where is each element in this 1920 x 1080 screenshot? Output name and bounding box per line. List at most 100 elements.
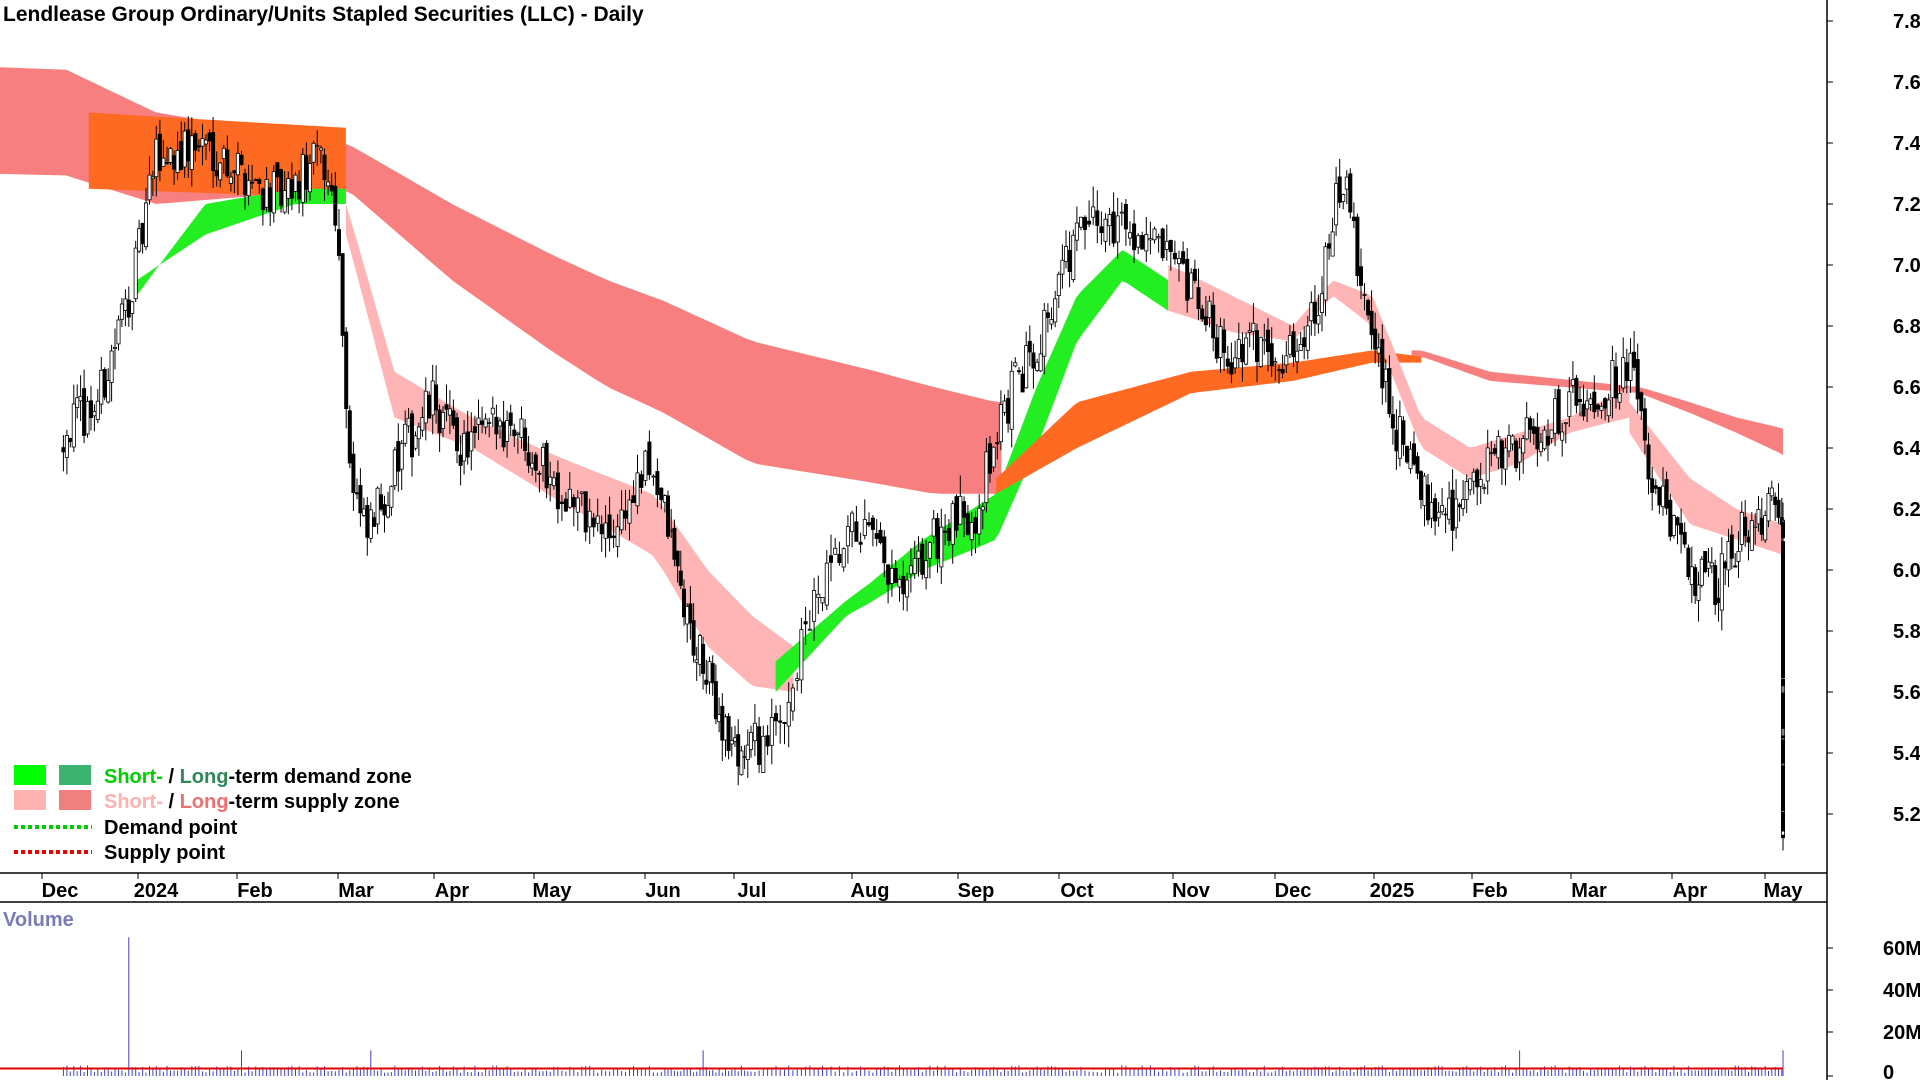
candle-body (1624, 362, 1629, 382)
candle-body (1514, 440, 1519, 469)
candle-body (1316, 314, 1321, 325)
candle-body (1585, 400, 1590, 410)
candle-body (1185, 258, 1190, 301)
candle-body (225, 149, 230, 177)
candle-body (710, 663, 715, 684)
short-term-supply-zone-late (1168, 265, 1630, 478)
candle-body (133, 247, 138, 300)
candle-body (1380, 338, 1385, 389)
candle-body (1200, 308, 1205, 320)
candle-body (1192, 268, 1197, 281)
candle-body (64, 434, 69, 458)
orange-zone-long-demand (996, 350, 1422, 494)
candle-body (675, 550, 680, 567)
candle-body (494, 416, 499, 435)
candle-body (1334, 183, 1339, 226)
candle-body (563, 498, 568, 512)
candle-body (631, 495, 636, 504)
candle-body (1359, 266, 1364, 286)
candle-body (973, 517, 978, 534)
x-tick-label: Mar (338, 880, 374, 902)
candle-body (774, 713, 779, 722)
candle-body (1017, 370, 1022, 373)
candle-body (1682, 531, 1687, 545)
y-tick-label: 6.8 (1893, 316, 1920, 338)
candle-body (916, 550, 921, 559)
candle-body (1251, 322, 1256, 332)
y-tick-label: 6.6 (1893, 377, 1920, 399)
candle-body (1103, 218, 1108, 242)
candle-body (469, 431, 474, 452)
candle-body (462, 433, 467, 462)
candle-body (682, 588, 687, 618)
candle-body (1060, 259, 1065, 275)
candle-body (672, 527, 677, 560)
candle-body (803, 621, 808, 625)
candle-body (430, 380, 435, 416)
candle-body (1419, 471, 1424, 500)
candle-body (1160, 228, 1165, 259)
candle-body (193, 132, 198, 151)
x-tick-label: May (533, 880, 573, 902)
candle-body (635, 472, 640, 507)
candle-body (447, 408, 452, 416)
y-tick-label: 7.0 (1893, 255, 1920, 277)
candle-body (392, 449, 397, 487)
candle-body (1222, 329, 1227, 353)
candle-body (523, 427, 528, 451)
candle-body (1323, 246, 1328, 301)
candle-body (829, 555, 834, 563)
candle-body (998, 404, 1003, 443)
candle-body (242, 173, 247, 196)
x-tick-label: Oct (1060, 880, 1094, 902)
candle-body (1599, 405, 1604, 411)
candle-body (1024, 345, 1029, 389)
candle-body (1229, 362, 1234, 375)
candle-body (1574, 377, 1579, 406)
candle-body (440, 411, 445, 429)
candle-body (1053, 298, 1058, 323)
candle-body (250, 181, 255, 184)
candle-body (403, 423, 408, 444)
candle-body (862, 519, 867, 536)
candle-body (889, 568, 894, 584)
candle-body (297, 181, 302, 200)
candle-body (901, 576, 906, 595)
candle-body (1468, 478, 1473, 491)
candle-body (977, 507, 982, 535)
candle-body (268, 187, 273, 212)
candle-body (870, 517, 875, 530)
candle-body (1244, 337, 1249, 365)
candle-body (1233, 357, 1238, 369)
candle-body (315, 145, 320, 148)
candle-body (757, 726, 762, 765)
candle-body (1240, 343, 1245, 363)
candle-body (619, 509, 624, 531)
candle-body (1401, 420, 1406, 445)
candle-body (1749, 520, 1754, 551)
candle-body (333, 185, 338, 226)
candle-body (965, 513, 970, 535)
candle-body (1426, 484, 1431, 521)
candle-body (1351, 216, 1356, 222)
candle-body (548, 476, 553, 485)
candle-body (1312, 301, 1317, 324)
candle-body (246, 180, 251, 197)
candle-body (130, 301, 135, 314)
candle-body (833, 547, 838, 555)
candle-body (200, 138, 205, 147)
candle-body (1152, 228, 1157, 241)
candle-body (736, 734, 741, 767)
candle-body (701, 643, 706, 674)
candle-body (655, 471, 660, 496)
candle-body (611, 535, 616, 539)
candle-body (106, 380, 111, 403)
candle-body (820, 597, 825, 604)
short-term-supply-zone-mid (345, 204, 794, 692)
chart-title: Lendlease Group Ordinary/Units Stapled S… (3, 3, 644, 26)
candle-body (1236, 339, 1241, 359)
candle-body (946, 527, 951, 541)
candle-body (264, 178, 269, 208)
candle-body (1578, 398, 1583, 403)
candle-body (512, 429, 517, 437)
